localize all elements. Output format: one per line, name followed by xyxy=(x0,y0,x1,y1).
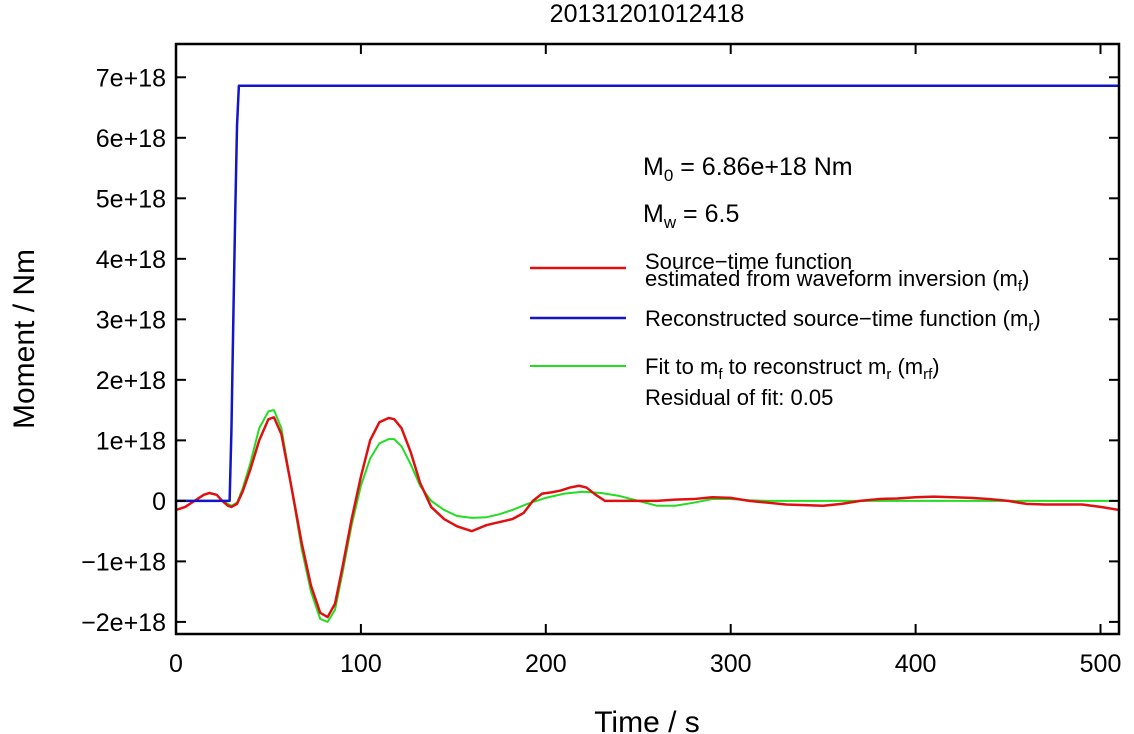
y-tick-label: 2e+18 xyxy=(96,367,166,395)
y-tick-label: 3e+18 xyxy=(96,306,166,334)
x-tick-label: 200 xyxy=(525,650,567,678)
chart-title: 20131201012418 xyxy=(550,0,745,28)
y-tick-label: 4e+18 xyxy=(96,246,166,274)
legend-label-mrf: Fit to mf to reconstruct mr (mrf) xyxy=(645,354,940,383)
y-axis-label: Moment / Nm xyxy=(8,249,41,429)
x-axis-label: Time / s xyxy=(594,706,700,734)
x-tick-label: 0 xyxy=(169,650,183,678)
ticks-layer: 0 100 200 300 400 500 −2e+18 −1e+18 0 1e+18 2e+18 3… xyxy=(81,44,1121,678)
plot-frame xyxy=(174,42,1121,636)
legend-label-mf-line2: estimated from waveform inversion (mf) xyxy=(645,266,1029,295)
x-tick-label: 100 xyxy=(340,650,382,678)
residual-annotation: Residual of fit: 0.05 xyxy=(645,385,833,410)
series-line-mrf xyxy=(175,409,1120,623)
y-tick-label: −2e+18 xyxy=(81,609,166,637)
y-tick-label: −1e+18 xyxy=(81,548,166,576)
series-line-mr xyxy=(174,84,1121,503)
y-tick-label: 7e+18 xyxy=(96,64,166,92)
y-tick-label: 1e+18 xyxy=(96,427,166,455)
series-layer xyxy=(174,84,1121,623)
legend-label-mf-line1: Source−time function xyxy=(645,249,852,274)
mw-annotation: Mw = 6.5 xyxy=(643,200,739,232)
x-tick-label: 400 xyxy=(895,650,937,678)
y-tick-label: 6e+18 xyxy=(96,125,166,153)
legend: Source−time function estimated from wave… xyxy=(530,249,1041,410)
legend-label-mr: Reconstructed source−time function (mr) xyxy=(645,306,1041,335)
y-tick-label: 5e+18 xyxy=(96,185,166,213)
x-tick-label: 300 xyxy=(710,650,752,678)
y-tick-label: 0 xyxy=(152,488,166,516)
x-tick-label: 500 xyxy=(1080,650,1122,678)
m0-annotation: M0 = 6.86e+18 Nm xyxy=(643,153,853,185)
series-line-mf xyxy=(174,416,1121,619)
